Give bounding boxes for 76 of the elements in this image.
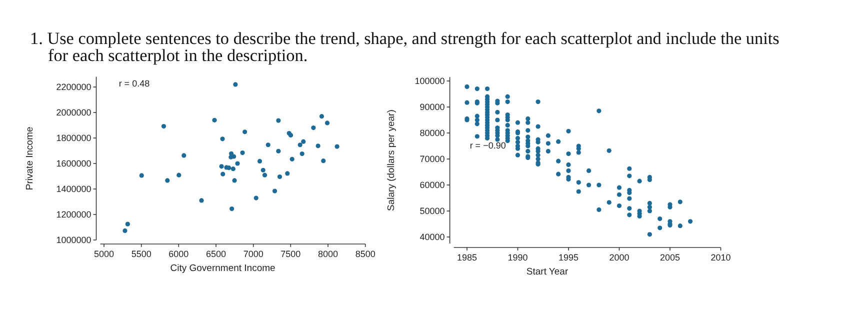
y-tick-label: 100000 <box>414 76 445 86</box>
point <box>199 198 204 203</box>
point <box>334 144 340 149</box>
point <box>262 172 268 178</box>
annotation: r = −0.90 <box>470 140 506 151</box>
point <box>219 164 224 169</box>
x-tick-label: 2000 <box>609 252 630 262</box>
point <box>242 130 248 134</box>
x-tick-label: 6000 <box>168 249 189 259</box>
y-axis-title: Salary (dollars per year) <box>386 110 397 211</box>
x-axis-title: Start Year <box>526 266 568 278</box>
point <box>260 168 266 172</box>
y-axis-title: Private Income <box>24 126 36 190</box>
y-tick-label: 1800000 <box>56 133 92 143</box>
y-tick-label: 1000000 <box>56 235 92 245</box>
y-tick-label: 1400000 <box>56 184 92 194</box>
y-tick-label: 2000000 <box>56 108 92 118</box>
point <box>233 82 238 87</box>
point <box>139 173 144 178</box>
point <box>232 178 237 183</box>
point <box>276 148 281 154</box>
y-tick-label: 40000 <box>420 232 445 242</box>
y-tick-label: 80000 <box>420 128 445 138</box>
point <box>165 178 170 183</box>
point <box>235 161 240 166</box>
point <box>272 188 278 194</box>
point <box>125 222 130 226</box>
x-tick-label: 7500 <box>280 249 301 259</box>
y-tick-label: 1600000 <box>56 158 92 168</box>
point <box>285 171 290 176</box>
x-tick-label: 5000 <box>94 249 114 259</box>
x-tick-label: 1985 <box>456 252 478 262</box>
point <box>122 228 128 233</box>
x-axis-title: City Government Income <box>170 263 276 274</box>
point <box>182 153 186 158</box>
x-tick-label: 8000 <box>318 249 338 259</box>
x-tick-label: 7000 <box>243 249 264 259</box>
point <box>240 150 245 156</box>
point <box>161 124 166 129</box>
x-tick-label: 6500 <box>206 249 226 259</box>
x-tick-label: 1995 <box>558 252 579 262</box>
point <box>324 120 330 126</box>
x-tick-label: 8500 <box>355 249 376 259</box>
x-tick-label: 5500 <box>131 249 152 259</box>
point <box>257 158 262 164</box>
point <box>321 158 326 164</box>
point <box>316 144 320 148</box>
point <box>266 142 270 148</box>
annotation: r = 0.48 <box>118 78 150 89</box>
point <box>226 166 232 170</box>
text: 1. Use complete sentences to describe the trend, shape, and strength for each scatterplot and include the units for each scatterplot in the description. <box>30 29 780 65</box>
point <box>230 206 234 212</box>
x-tick-label: 2010 <box>710 252 731 262</box>
point <box>311 126 316 130</box>
point <box>300 152 304 156</box>
point <box>212 118 217 122</box>
point <box>176 172 182 178</box>
point <box>228 154 234 160</box>
y-tick-label: 70000 <box>420 154 445 164</box>
y-tick-label: 1200000 <box>56 210 92 220</box>
y-tick-label: 90000 <box>420 102 445 112</box>
point <box>298 142 302 148</box>
point <box>230 166 236 172</box>
point <box>254 196 258 200</box>
y-tick-label: 50000 <box>420 206 445 216</box>
y-tick-label: 2200000 <box>56 82 92 92</box>
point <box>276 118 281 123</box>
point <box>220 136 225 142</box>
y-tick-label: 60000 <box>420 180 445 190</box>
x-tick-label: 1990 <box>508 252 528 262</box>
x-tick-label: 2005 <box>660 252 680 262</box>
point <box>277 174 282 180</box>
point <box>301 139 306 144</box>
point <box>220 172 226 176</box>
point <box>319 114 324 119</box>
point <box>290 156 294 162</box>
